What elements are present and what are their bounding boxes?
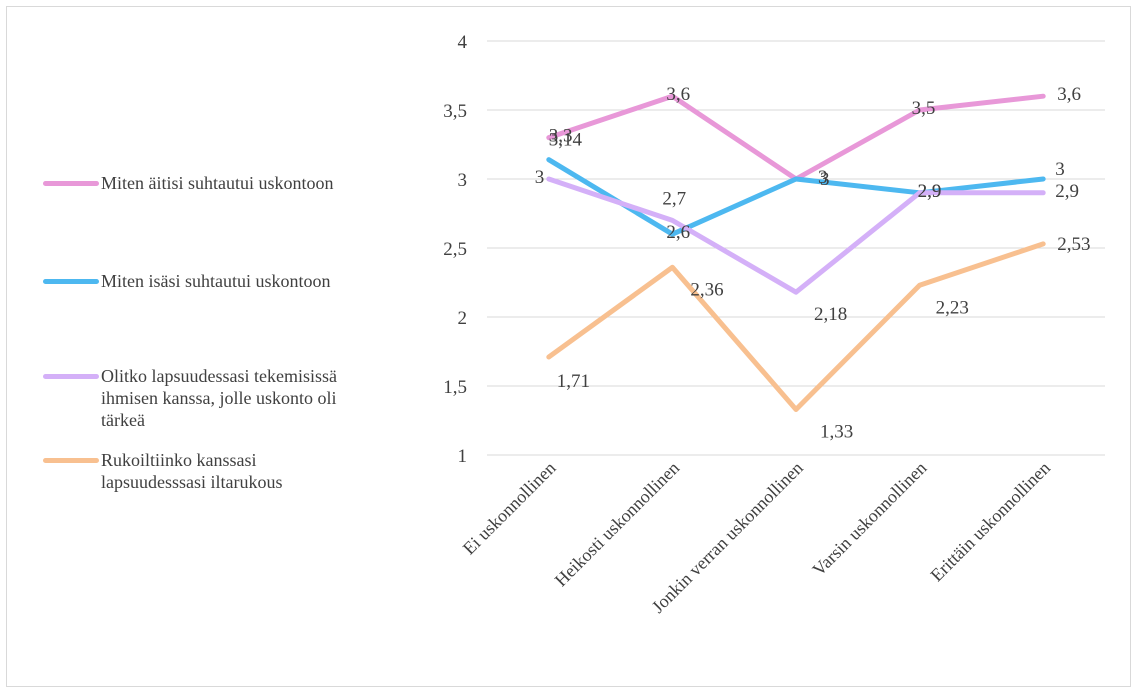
series-line-father[interactable]	[546, 157, 1046, 237]
series-line-religious-person[interactable]	[546, 176, 1046, 295]
legend-item-father[interactable]: Miten isäsi suhtautui uskontoon	[43, 270, 423, 292]
y-tick-label: 1,5	[443, 377, 467, 398]
series-line-prayer[interactable]	[546, 241, 1046, 412]
data-label: 3,5	[912, 98, 936, 119]
series-lines	[546, 93, 1046, 412]
data-label: 2,6	[666, 222, 690, 243]
x-tick-label: Varsin uskonnollinen	[808, 458, 930, 580]
legend-label-mother: Miten äitisi suhtautui uskontoon	[101, 173, 334, 193]
data-label: 3	[820, 169, 830, 190]
data-label: 2,23	[936, 297, 969, 318]
data-label: 3,6	[666, 84, 690, 105]
y-tick-label: 1	[458, 446, 468, 467]
data-label: 3,3	[549, 126, 573, 147]
y-tick-label: 2	[458, 308, 468, 329]
data-label: 2,9	[918, 181, 942, 202]
data-label: 1,71	[557, 371, 590, 392]
legend-swatch-mother	[43, 181, 99, 186]
data-label: 3	[1055, 159, 1065, 180]
y-tick-label: 3,5	[443, 101, 467, 122]
chart-frame: 1 1,5 2 2,5 3 3,5 4 Ei uskonnollinen Heikosti u…	[6, 6, 1131, 687]
legend-swatch-prayer	[43, 458, 99, 463]
series-line-mother[interactable]	[546, 93, 1046, 182]
legend-label-father: Miten isäsi suhtautui uskontoon	[101, 271, 331, 291]
y-tick-label: 4	[458, 32, 468, 53]
y-tick-label: 3	[458, 170, 468, 191]
legend-label-prayer: Rukoiltiinko kanssasi lapsuudesssasi ilt…	[101, 450, 283, 492]
data-label: 2,53	[1057, 234, 1090, 255]
data-label: 2,9	[918, 181, 942, 202]
y-axis-ticks: 1 1,5 2 2,5 3 3,5 4	[443, 32, 467, 467]
y-tick-label: 2,5	[443, 239, 467, 260]
data-label: 2,7	[662, 188, 686, 209]
legend-item-mother[interactable]: Miten äitisi suhtautui uskontoon	[43, 172, 423, 194]
data-label: 3	[818, 167, 828, 188]
x-tick-label: Erittäin uskonnollinen	[926, 458, 1054, 586]
legend-swatch-religious-person	[43, 374, 99, 379]
data-label: 3	[535, 167, 545, 188]
x-tick-label: Ei uskonnollinen	[459, 458, 560, 559]
legend-item-religious-person[interactable]: Olitko lapsuudessasi tekemisissä ihmisen…	[43, 365, 423, 431]
data-label: 2,9	[1055, 181, 1079, 202]
legend-label-religious-person: Olitko lapsuudessasi tekemisissä ihmisen…	[101, 366, 337, 430]
data-label: 2,18	[814, 304, 847, 325]
x-tick-label: Heikosti uskonnollinen	[551, 458, 684, 591]
data-label: 1,33	[820, 421, 853, 442]
grid-lines	[487, 40, 1105, 456]
legend-item-prayer[interactable]: Rukoiltiinko kanssasi lapsuudesssasi ilt…	[43, 449, 423, 493]
data-label: 3,6	[1057, 84, 1081, 105]
data-label: 2,36	[690, 279, 723, 300]
data-label: 3,14	[549, 130, 583, 151]
legend-swatch-father	[43, 279, 99, 284]
